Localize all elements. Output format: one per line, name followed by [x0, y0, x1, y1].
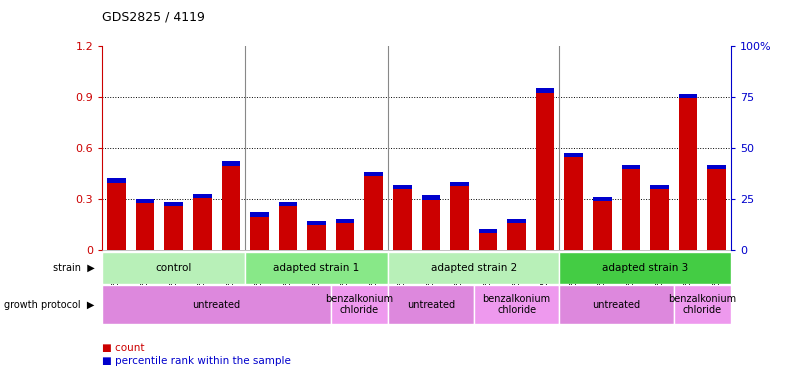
Text: adapted strain 2: adapted strain 2: [431, 263, 517, 273]
Bar: [650, 185, 669, 189]
Bar: [450, 182, 468, 250]
Bar: [336, 219, 354, 223]
Text: GDS2825 / 4119: GDS2825 / 4119: [102, 10, 205, 23]
Bar: [622, 165, 641, 250]
Bar: [393, 185, 412, 250]
Bar: [679, 94, 697, 250]
Bar: [164, 202, 183, 206]
Bar: [622, 165, 641, 169]
Bar: [164, 202, 183, 250]
Bar: [279, 202, 297, 250]
Text: adapted strain 1: adapted strain 1: [274, 263, 360, 273]
Bar: [222, 161, 240, 250]
Bar: [593, 197, 612, 250]
Bar: [331, 285, 388, 324]
Bar: [388, 252, 560, 284]
Bar: [365, 172, 383, 176]
Bar: [421, 195, 440, 250]
Text: ■ percentile rank within the sample: ■ percentile rank within the sample: [102, 356, 291, 366]
Bar: [507, 219, 526, 223]
Text: untreated: untreated: [407, 300, 455, 310]
Bar: [564, 153, 583, 250]
Bar: [536, 88, 554, 93]
Bar: [474, 285, 560, 324]
Text: adapted strain 3: adapted strain 3: [602, 263, 689, 273]
Bar: [421, 195, 440, 200]
Text: growth protocol  ▶: growth protocol ▶: [4, 300, 94, 310]
Bar: [650, 185, 669, 250]
Bar: [102, 252, 245, 284]
Bar: [560, 285, 674, 324]
Text: benzalkonium
chloride: benzalkonium chloride: [483, 294, 551, 315]
Bar: [365, 172, 383, 250]
Bar: [193, 194, 211, 250]
Text: untreated: untreated: [193, 300, 241, 310]
Bar: [388, 285, 474, 324]
Bar: [136, 199, 154, 250]
Bar: [393, 185, 412, 189]
Bar: [136, 199, 154, 203]
Text: strain  ▶: strain ▶: [53, 263, 94, 273]
Bar: [707, 165, 726, 169]
Bar: [107, 179, 126, 250]
Bar: [679, 94, 697, 98]
Bar: [707, 165, 726, 250]
Bar: [560, 252, 731, 284]
Bar: [102, 285, 331, 324]
Bar: [593, 197, 612, 201]
Text: ■ count: ■ count: [102, 343, 145, 353]
Text: benzalkonium
chloride: benzalkonium chloride: [325, 294, 394, 315]
Bar: [250, 212, 269, 250]
Bar: [336, 219, 354, 250]
Bar: [279, 202, 297, 206]
Bar: [107, 179, 126, 183]
Bar: [193, 194, 211, 198]
Text: control: control: [156, 263, 192, 273]
Text: untreated: untreated: [593, 300, 641, 310]
Bar: [222, 161, 240, 166]
Bar: [564, 153, 583, 157]
Bar: [536, 88, 554, 250]
Bar: [250, 212, 269, 217]
Bar: [450, 182, 468, 186]
Text: benzalkonium
chloride: benzalkonium chloride: [668, 294, 736, 315]
Bar: [479, 229, 498, 250]
Bar: [307, 221, 326, 250]
Bar: [245, 252, 388, 284]
Bar: [479, 229, 498, 233]
Bar: [507, 219, 526, 250]
Bar: [307, 221, 326, 225]
Bar: [674, 285, 731, 324]
